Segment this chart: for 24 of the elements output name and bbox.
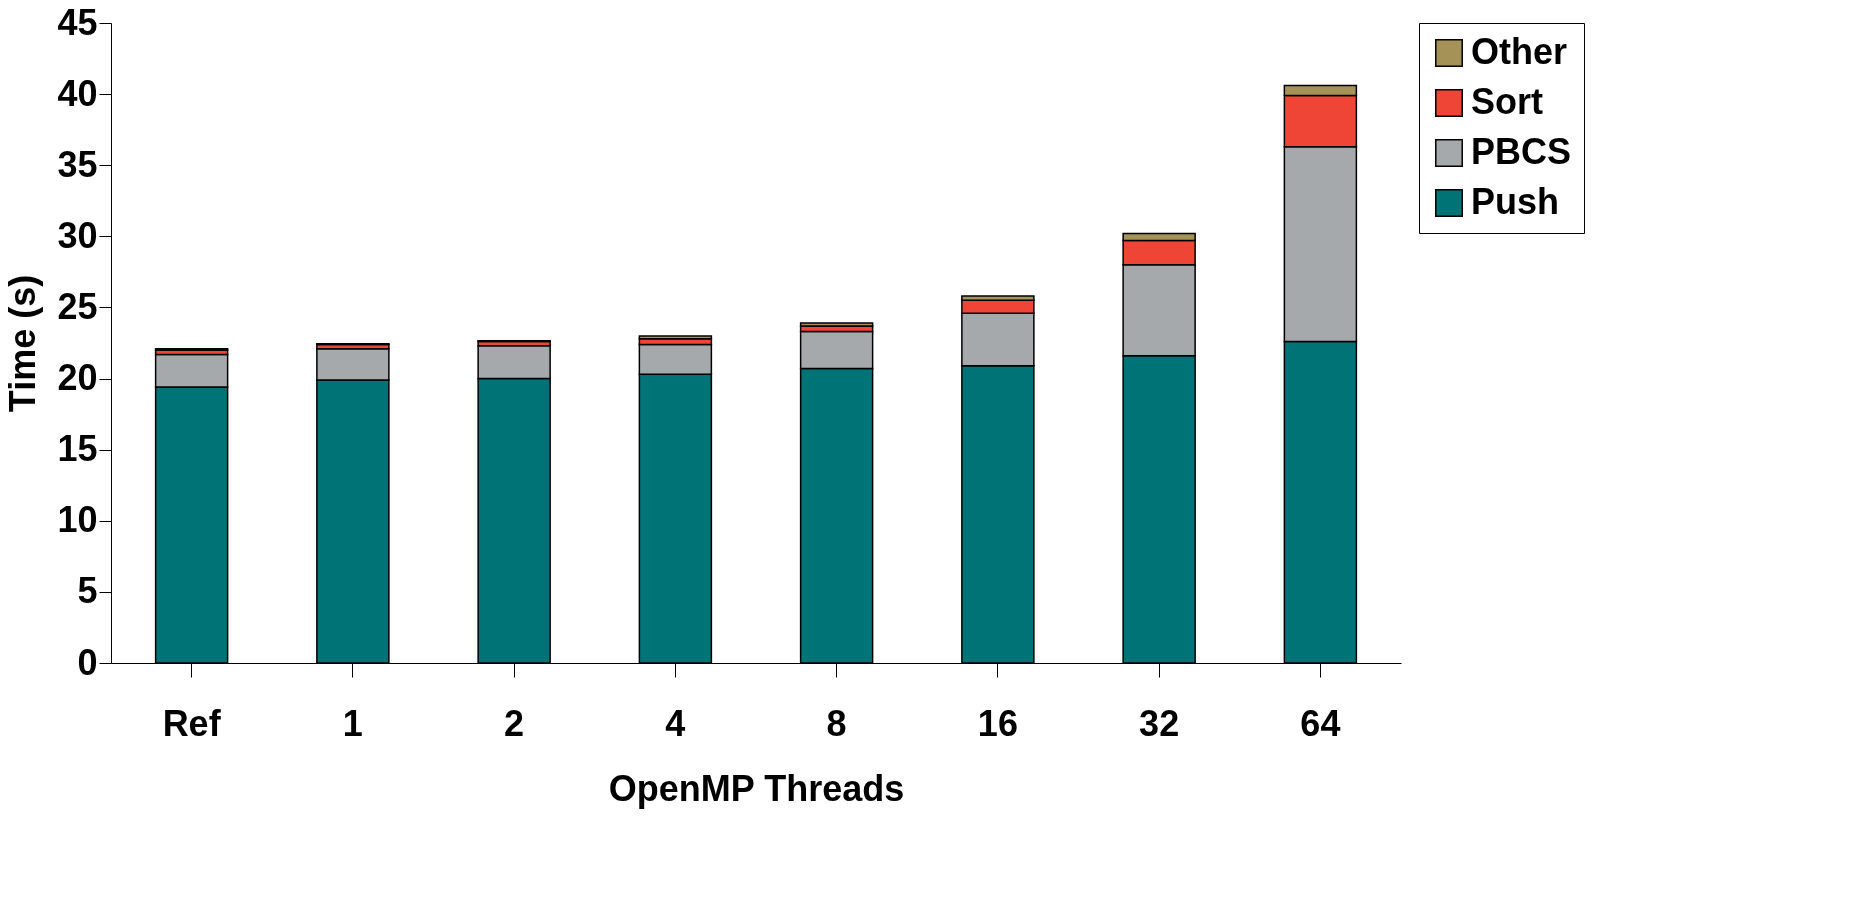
x-tick-label: 1 [342,702,363,744]
x-tick-label: 4 [665,702,686,744]
y-tick-label: 0 [77,641,98,683]
legend-label: Other [1471,31,1568,72]
y-tick-label: 10 [57,499,98,541]
y-axis-title: Time (s) [2,274,44,413]
legend-label: Sort [1471,81,1544,122]
y-tick-label: 45 [57,1,98,43]
y-tick-label: 15 [57,428,98,470]
x-tick-label: Ref [162,702,222,744]
y-tick-label: 30 [57,214,98,256]
legend-label: Push [1471,181,1560,222]
x-tick-label: 8 [826,702,847,744]
x-tick-label: 16 [977,702,1018,744]
x-tick-label: 2 [504,702,525,744]
y-tick-label: 20 [57,357,98,399]
legend-label: PBCS [1471,131,1572,172]
y-tick-label: 25 [57,285,98,327]
y-tick-label: 35 [57,143,98,185]
x-tick-label: 32 [1139,702,1180,744]
x-axis-title: OpenMP Threads [608,767,905,809]
x-tick-label: 64 [1300,702,1341,744]
y-tick-label: 40 [57,72,98,114]
y-tick-label: 5 [77,570,98,612]
